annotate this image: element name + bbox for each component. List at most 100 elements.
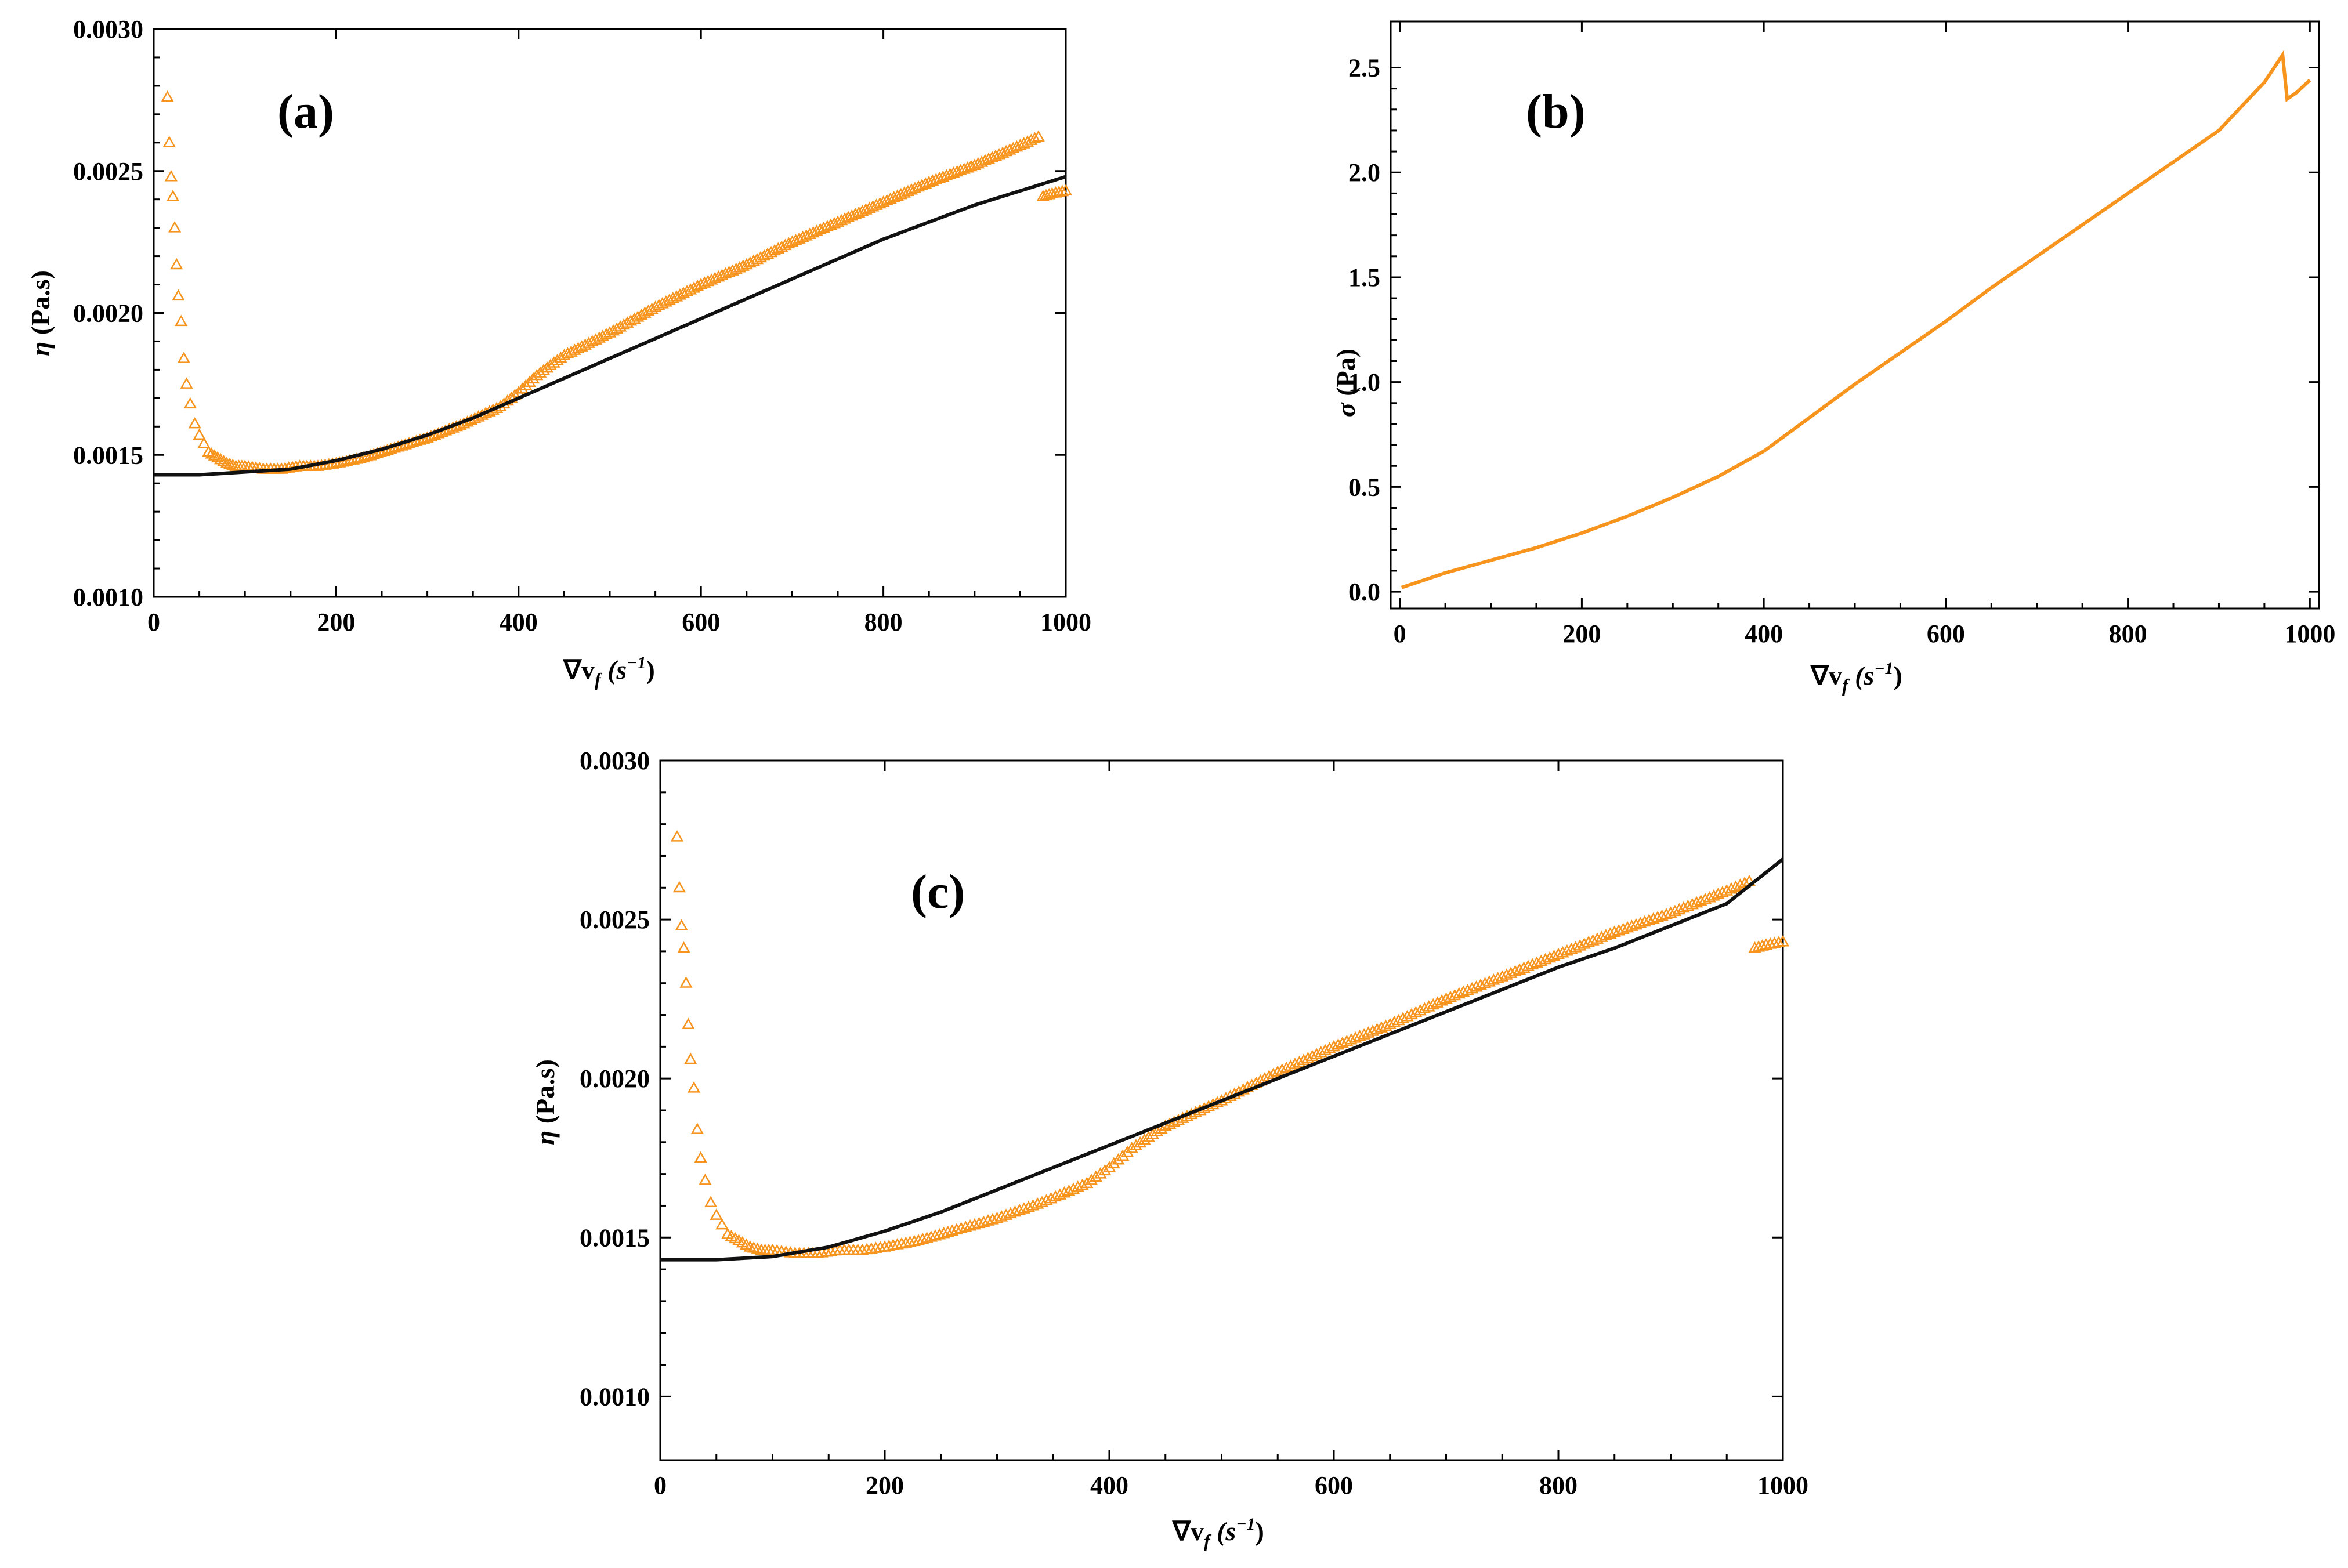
panel-a-data-point bbox=[161, 90, 174, 102]
panel-b-x-tick-labels: 0 200 400 600 800 1000 bbox=[1394, 620, 2336, 648]
panel-c-data-point bbox=[977, 1215, 990, 1227]
panel-a-data-point bbox=[208, 449, 221, 461]
panel-c-data-point bbox=[887, 1239, 900, 1250]
panel-c-data-point bbox=[1353, 1030, 1366, 1041]
panel-c-data-point bbox=[1040, 1194, 1053, 1205]
panel-c-data-point bbox=[1569, 941, 1582, 953]
panel-c-data-point bbox=[1102, 1161, 1116, 1172]
panel-c-data-point bbox=[1076, 1178, 1089, 1190]
panel-a-ticks bbox=[153, 28, 1067, 598]
panel-c-data-point bbox=[1707, 889, 1721, 901]
panel-c-data-point bbox=[1374, 1021, 1388, 1033]
panel-a-fit-line bbox=[154, 175, 1066, 477]
panel-c-data-point bbox=[1556, 946, 1569, 958]
panel-b-x-axis-label: ∇vf (s−1) bbox=[1810, 659, 1902, 696]
panel-c-data-point bbox=[1772, 936, 1785, 947]
panel-c-data-point bbox=[1470, 980, 1483, 992]
panel-c-data-point bbox=[1474, 979, 1488, 990]
panel-c-data-point bbox=[1482, 975, 1496, 987]
panel-c-data-point bbox=[916, 1233, 929, 1244]
panel-c-data-point bbox=[1547, 949, 1561, 961]
panel-c-data-point bbox=[1694, 894, 1707, 906]
panel-b: 0 200 400 600 800 1000 0.0 0.5 1.0 1.5 2.0 2.5 (b)… bbox=[1331, 20, 2336, 696]
panel-c-data-point bbox=[1422, 1000, 1435, 1012]
panel-c-data-point bbox=[1590, 932, 1604, 944]
panel-c-data-point bbox=[1668, 904, 1682, 917]
panel-c-data-point bbox=[1712, 888, 1725, 899]
panel-a: 0 200 400 600 800 1000 0.00100.00150.00200.00… bbox=[26, 15, 1091, 690]
panel-c-data-point bbox=[1578, 937, 1591, 949]
panel-a-data-point bbox=[202, 445, 215, 457]
panel-c-x-tick-label: 200 bbox=[866, 1471, 904, 1500]
panel-c: 0 200 400 600 800 1000 0.00100.00150.00200.00… bbox=[530, 747, 1808, 1551]
panel-c-data-point bbox=[1297, 1053, 1311, 1065]
panel-c-data-point bbox=[1651, 911, 1665, 922]
panel-c-x-tick-label: 400 bbox=[1090, 1471, 1128, 1500]
panel-c-x-axis-label: ∇vf (s−1) bbox=[1171, 1515, 1264, 1551]
panel-c-data-point bbox=[747, 1241, 761, 1253]
panel-c-data-point bbox=[1413, 1004, 1427, 1016]
panel-c-data-point bbox=[1435, 994, 1449, 1006]
panel-c-data-point bbox=[1134, 1136, 1147, 1148]
panel-c-x-tick-label: 0 bbox=[654, 1471, 667, 1500]
panel-c-data-point bbox=[715, 1218, 729, 1230]
panel-c-data-point bbox=[677, 941, 690, 953]
panel-c-data-point bbox=[1129, 1139, 1143, 1150]
panel-c-data-point bbox=[878, 1240, 892, 1252]
panel-c-data-point bbox=[1107, 1157, 1120, 1169]
panel-c-data-point bbox=[1112, 1153, 1125, 1165]
panel-c-data-point bbox=[1677, 901, 1690, 913]
panel-c-data-markers bbox=[670, 830, 1790, 1258]
panel-a-data-point bbox=[205, 447, 218, 459]
panel-c-data-point bbox=[1310, 1048, 1323, 1059]
panel-c-data-point bbox=[1004, 1207, 1017, 1219]
panel-c-data-point bbox=[1439, 992, 1453, 1004]
panel-c-data-point bbox=[1625, 919, 1638, 931]
panel-c-data-point bbox=[710, 1208, 723, 1220]
panel-c-data-point bbox=[687, 1081, 701, 1093]
panel-c-data-point bbox=[1539, 953, 1552, 965]
panel-c-data-point bbox=[1366, 1024, 1380, 1036]
panel-c-data-point bbox=[1022, 1200, 1035, 1212]
panel-c-y-axis-label: η (Pa.s) bbox=[530, 1059, 560, 1145]
panel-c-data-point bbox=[1314, 1045, 1327, 1058]
panel-c-data-point bbox=[1284, 1059, 1297, 1071]
panel-c-data-point bbox=[1288, 1058, 1302, 1069]
panel-a-y-tick-label: 0.0010 bbox=[73, 583, 143, 611]
panel-c-data-point bbox=[1094, 1167, 1107, 1179]
panel-c-data-point bbox=[1275, 1063, 1289, 1075]
panel-c-data-point bbox=[1604, 927, 1617, 939]
panel-c-data-point bbox=[1418, 1002, 1431, 1014]
panel-c-data-point bbox=[933, 1227, 946, 1240]
panel-c-data-point bbox=[694, 1151, 707, 1163]
panel-a-data-point bbox=[1059, 184, 1073, 196]
panel-c-data-point bbox=[937, 1226, 950, 1239]
panel-a-data-point bbox=[526, 372, 540, 384]
panel-c-y-tick-labels: 0.0010 0.0015 0.0020 0.0025 0.0030 bbox=[580, 747, 650, 1411]
panel-a-data-point bbox=[523, 375, 536, 387]
panel-c-data-point bbox=[1491, 972, 1504, 983]
panel-c-data-point bbox=[1457, 985, 1470, 997]
panel-c-data-point bbox=[704, 1196, 718, 1207]
panel-c-data-point bbox=[1120, 1145, 1134, 1157]
panel-c-data-point bbox=[1595, 930, 1608, 942]
panel-c-data-point bbox=[1513, 963, 1526, 975]
panel-c-y-tick-label: 0.0030 bbox=[580, 747, 650, 775]
panel-a-data-point bbox=[172, 289, 185, 301]
panel-c-ticks bbox=[659, 759, 1784, 1460]
panel-c-data-point bbox=[1565, 943, 1578, 954]
panel-c-data-point bbox=[1362, 1026, 1375, 1038]
panel-a-data-point bbox=[519, 379, 533, 390]
panel-c-data-point bbox=[941, 1225, 954, 1237]
panel-c-data-point bbox=[1080, 1176, 1094, 1189]
panel-a-x-axis-label: ∇vf (s−1) bbox=[562, 653, 655, 690]
panel-c-data-point bbox=[995, 1210, 1008, 1222]
panel-a-data-point bbox=[175, 314, 188, 327]
panel-c-data-point bbox=[751, 1242, 764, 1254]
panel-c-data-point bbox=[1560, 944, 1574, 956]
panel-c-data-point bbox=[972, 1216, 986, 1229]
panel-a-data-point bbox=[515, 382, 529, 394]
panel-c-data-point bbox=[1379, 1019, 1392, 1031]
panel-a-x-tick-label: 1000 bbox=[1040, 608, 1091, 636]
panel-c-data-point bbox=[1293, 1055, 1306, 1067]
